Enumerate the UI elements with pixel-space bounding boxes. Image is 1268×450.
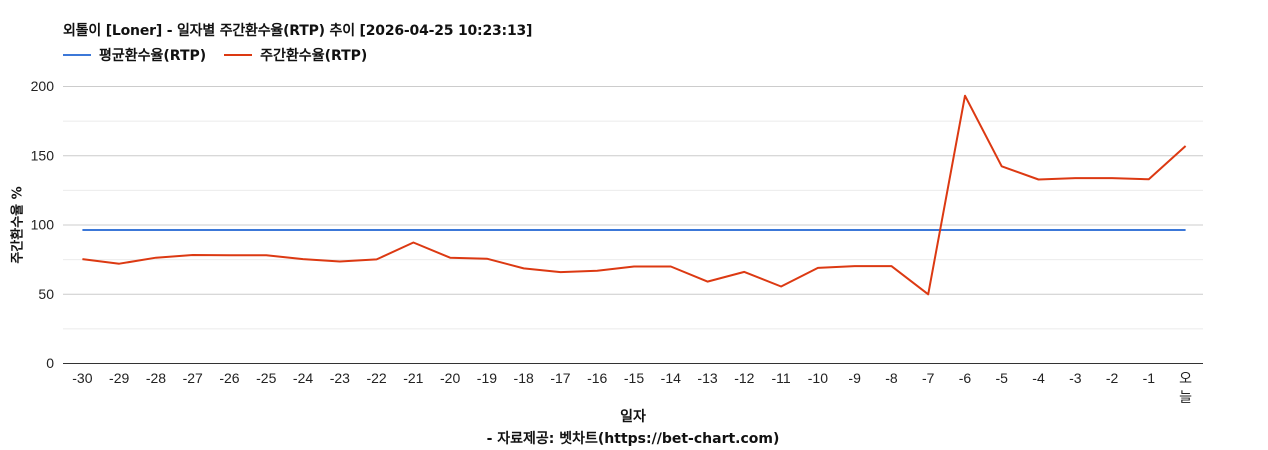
x-tick-label: -28 — [146, 370, 166, 386]
x-tick-label: -23 — [330, 370, 350, 386]
x-tick-label: -29 — [109, 370, 129, 386]
x-tick-label: -14 — [661, 370, 681, 386]
x-tick-label: -19 — [477, 370, 497, 386]
x-tick-label: -15 — [624, 370, 644, 386]
x-tick-label: -16 — [587, 370, 607, 386]
x-tick-label: -20 — [440, 370, 460, 386]
legend-item-weekly-rtp[interactable]: 주간환수율(RTP) — [224, 45, 367, 65]
y-tick-label: 0 — [46, 355, 54, 371]
y-tick-label: 150 — [31, 147, 55, 163]
x-tick-label: -22 — [366, 370, 386, 386]
y-axis-title: 주간환수율 % — [10, 186, 26, 264]
y-tick-label: 200 — [31, 78, 55, 94]
x-tick-label: -21 — [403, 370, 423, 386]
x-tick-label: -2 — [1106, 370, 1119, 386]
chart-title: 외톨이 [Loner] - 일자별 주간환수율(RTP) 추이 [2026-04… — [63, 23, 533, 39]
x-tick-label: -5 — [996, 370, 1009, 386]
x-tick-label: -6 — [959, 370, 972, 386]
x-axis-title: 일자 — [620, 409, 646, 425]
x-tick-label: -8 — [885, 370, 898, 386]
x-tick-label: -11 — [771, 370, 790, 386]
x-tick-label: -7 — [922, 370, 935, 386]
legend-line-swatch-icon — [63, 54, 91, 56]
x-tick-label: -9 — [848, 370, 861, 386]
y-tick-label: 50 — [38, 286, 54, 302]
legend-label: 주간환수율(RTP) — [260, 48, 368, 64]
x-tick-label: -30 — [72, 370, 92, 386]
x-tick-label: -3 — [1069, 370, 1082, 386]
x-tick-label: -27 — [183, 370, 203, 386]
legend: 평균환수율(RTP) 주간환수율(RTP) — [63, 45, 385, 65]
x-tick-label: -1 — [1143, 370, 1156, 386]
x-tick-label: -18 — [514, 370, 534, 386]
x-tick-label: -13 — [697, 370, 717, 386]
x-tick-label: -4 — [1032, 370, 1045, 386]
source-note: - 자료제공: 벳차트(https://bet-chart.com) — [486, 431, 780, 447]
legend-label: 평균환수율(RTP) — [99, 48, 207, 64]
x-tick-label: -25 — [256, 370, 276, 386]
x-tick-label: -26 — [219, 370, 239, 386]
legend-line-swatch-icon — [224, 54, 253, 56]
x-tick-label: -12 — [734, 370, 754, 386]
x-tick-label: -24 — [293, 370, 313, 386]
x-tick-label: -10 — [808, 370, 828, 386]
legend-item-average-rtp[interactable]: 평균환수율(RTP) — [63, 45, 206, 65]
weekly-rtp-series-line[interactable] — [82, 94, 1187, 296]
y-tick-label: 100 — [31, 217, 55, 233]
x-tick-label: 늘 — [1179, 390, 1192, 406]
x-tick-label: -17 — [550, 370, 570, 386]
x-tick-label: 오 — [1179, 371, 1192, 387]
